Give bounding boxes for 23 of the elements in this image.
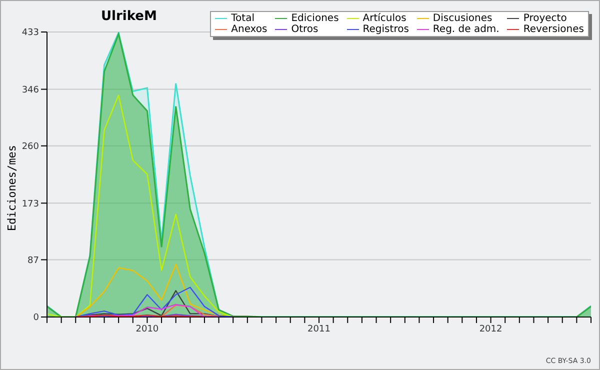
x-tick-label: 2012 bbox=[479, 324, 502, 334]
y-tick-label: 433 bbox=[22, 28, 39, 38]
legend-label: Otros bbox=[290, 24, 320, 35]
x-tick-label: 2011 bbox=[308, 324, 330, 334]
y-tick-label: 0 bbox=[33, 313, 40, 324]
legend-label: Artículos bbox=[362, 13, 408, 24]
legend-label: Reg. de adm. bbox=[432, 24, 500, 35]
x-tick-label: 2010 bbox=[136, 324, 159, 334]
legend-label: Discusiones bbox=[432, 13, 494, 24]
line-series bbox=[47, 94, 234, 317]
legend-label: Reversiones bbox=[522, 24, 584, 35]
chart-title: UlrikeM bbox=[101, 9, 157, 24]
legend-label: Registros bbox=[362, 24, 409, 35]
y-tick-label: 346 bbox=[22, 85, 40, 96]
y-tick-label: 260 bbox=[22, 142, 40, 152]
y-axis-title: Ediciones/mes bbox=[6, 144, 18, 232]
y-tick-label: 173 bbox=[22, 199, 39, 210]
line-series bbox=[75, 264, 234, 317]
legend-label: Total bbox=[230, 13, 256, 24]
legend-label: Anexos bbox=[230, 24, 268, 35]
legend-label: Ediciones bbox=[290, 13, 339, 24]
y-tick-label: 87 bbox=[28, 256, 39, 266]
legend-label: Proyecto bbox=[522, 13, 567, 24]
